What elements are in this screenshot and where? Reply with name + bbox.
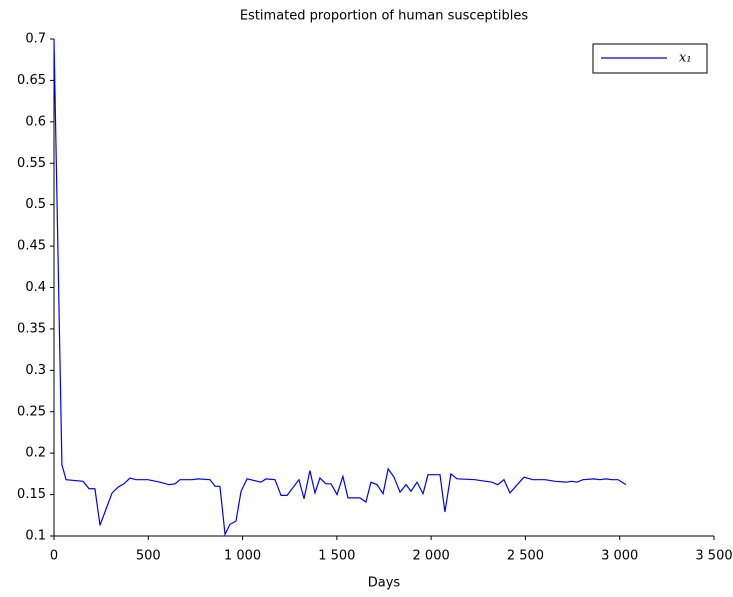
legend-label: x₁ (679, 51, 692, 66)
y-tick-label: 0.2 (25, 446, 46, 461)
x-tick-label: 2 000 (413, 549, 450, 564)
data-line (53, 38, 627, 537)
y-tick-label: 0.65 (17, 73, 46, 88)
x-tick-label: 2 500 (507, 549, 544, 564)
y-tick-label: 0.1 (25, 529, 46, 544)
x-axis-label: Days (368, 576, 401, 591)
y-tick-label: 0.4 (25, 280, 46, 295)
y-tick-label: 0.45 (17, 239, 46, 254)
x-tick-label: 3 500 (695, 549, 732, 564)
y-tick-label: 0.6 (25, 114, 46, 129)
y-tick-label: 0.55 (17, 156, 46, 171)
y-tick-label: 0.7 (25, 32, 46, 47)
x-tick-label: 1 500 (318, 549, 355, 564)
y-tick-label: 0.5 (25, 197, 46, 212)
chart-title: Estimated proportion of human susceptibl… (240, 9, 529, 24)
x-tick-label: 1 000 (224, 549, 261, 564)
y-tick-label: 0.25 (17, 404, 46, 419)
x-tick-label: 500 (136, 549, 161, 564)
y-tick-label: 0.15 (17, 487, 46, 502)
y-tick-label: 0.3 (25, 363, 46, 378)
x-tick-label: 0 (50, 549, 58, 564)
y-tick-label: 0.35 (17, 321, 46, 336)
x-tick-label: 3 000 (601, 549, 638, 564)
